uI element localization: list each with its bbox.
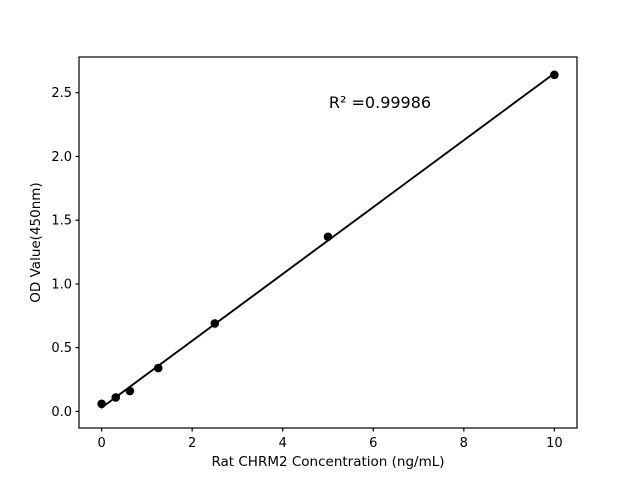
y-tick-label: 1.0 [51,277,72,292]
data-point [97,399,106,409]
data-point [550,70,559,80]
x-tick-label: 0 [97,436,105,451]
x-axis-label: Rat CHRM2 Concentration (ng/mL) [211,454,444,470]
x-tick-label: 2 [188,436,196,451]
r-squared-annotation: R² =0.99986 [329,93,431,112]
y-tick-label: 2.5 [51,86,72,101]
data-point [111,393,121,402]
x-tick-label: 6 [369,436,377,451]
data-point [323,232,333,242]
plot-frame [78,56,578,429]
x-tick-label: 10 [546,436,563,451]
data-series [97,70,559,409]
y-tick-label: 0.5 [51,341,72,356]
y-tick-label: 0.0 [51,405,72,420]
data-point [153,363,163,373]
y-axis-label: OD Value(450nm) [28,182,44,302]
data-point [210,319,220,328]
axis-ticks: 0 2 4 6 8 10 0.0 0.5 1.0 1.5 2.0 2.5 [51,86,562,451]
x-tick-label: 8 [460,436,468,451]
y-tick-label: 2.0 [51,150,72,165]
data-point [125,386,135,396]
x-tick-label: 4 [279,436,287,451]
y-tick-label: 1.5 [51,214,72,229]
